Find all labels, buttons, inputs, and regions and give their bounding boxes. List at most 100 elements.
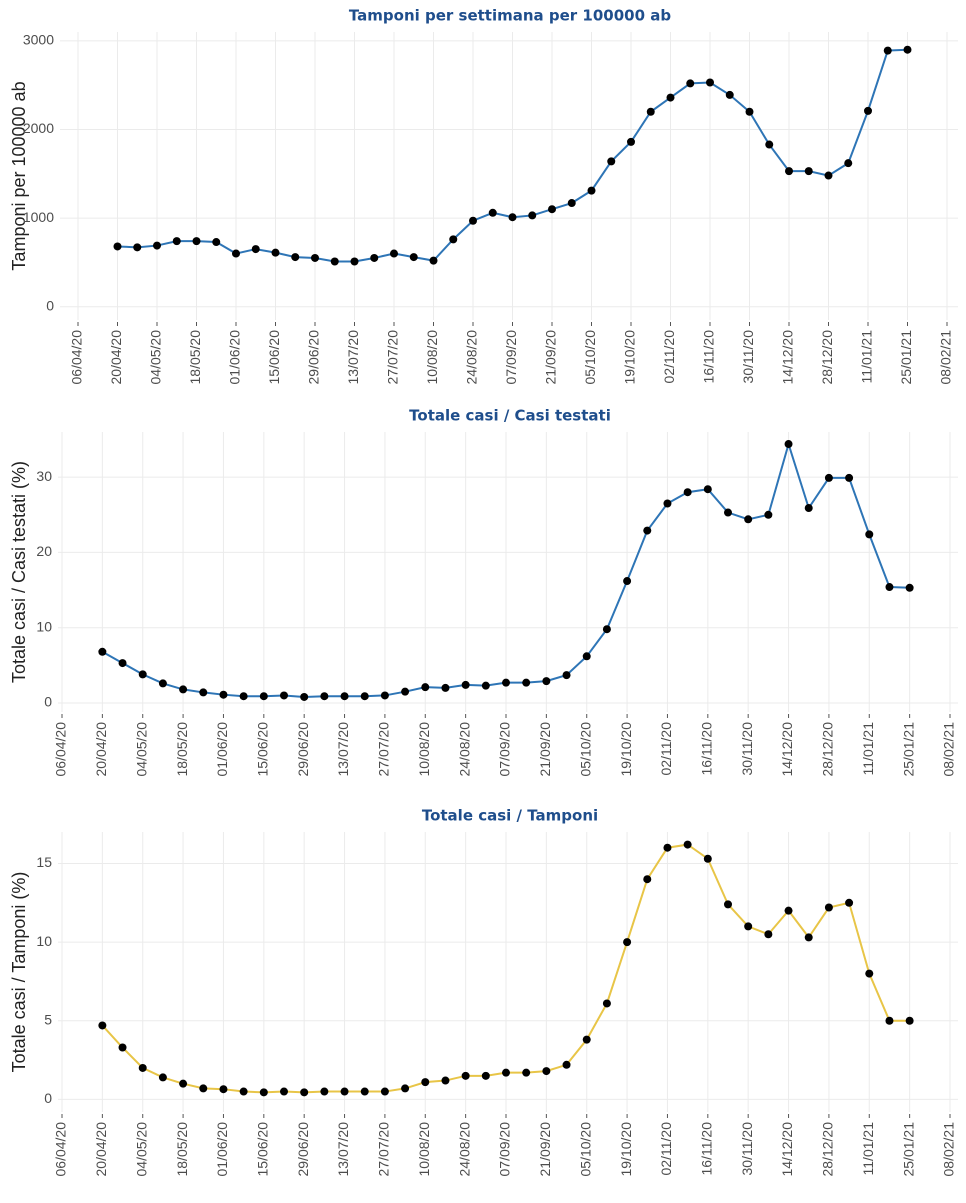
x-tick-label: 16/11/20	[701, 330, 717, 384]
data-point	[98, 647, 107, 656]
x-tick-label: 07/09/20	[503, 330, 519, 385]
data-point	[330, 257, 339, 266]
data-point	[153, 241, 161, 250]
data-point	[663, 843, 672, 852]
x-tick-label: 18/05/20	[187, 330, 203, 385]
data-point	[522, 678, 531, 687]
data-point	[582, 1035, 591, 1044]
data-point	[461, 680, 470, 689]
data-point	[271, 248, 280, 257]
data-point	[508, 213, 517, 222]
data-point	[350, 257, 359, 266]
data-point	[627, 137, 635, 146]
data-point	[602, 625, 611, 634]
y-axis-title: Totale casi / Casi testati (%)	[9, 461, 29, 683]
y-tick-label: 10	[36, 618, 52, 634]
data-point	[239, 692, 248, 701]
data-point	[380, 691, 389, 700]
data-point	[784, 906, 793, 915]
chart-title: Totale casi / Tamponi	[422, 807, 598, 825]
data-point	[158, 679, 167, 688]
data-point	[548, 205, 556, 214]
chart-title: Totale casi / Casi testati	[409, 407, 611, 425]
y-tick-label: 5	[44, 1011, 52, 1027]
x-tick-label: 21/09/20	[543, 330, 559, 385]
x-tick-label: 08/02/21	[941, 722, 957, 777]
data-point	[607, 157, 616, 166]
data-point	[804, 504, 813, 513]
data-point	[118, 659, 127, 668]
y-tick-label: 2000	[23, 120, 54, 136]
x-tick-label: 14/12/20	[779, 722, 795, 777]
data-point	[481, 1071, 490, 1080]
data-point	[785, 167, 793, 176]
data-point	[885, 1016, 894, 1025]
data-point	[449, 235, 458, 244]
x-tick-label: 11/01/21	[860, 722, 876, 776]
data-point	[845, 473, 854, 482]
y-tick-label: 3000	[23, 32, 54, 48]
data-point	[441, 683, 450, 692]
x-tick-label: 01/06/20	[227, 330, 243, 385]
data-point	[646, 107, 655, 116]
x-tick-label: 28/12/20	[820, 722, 836, 777]
data-point	[320, 1087, 329, 1096]
x-tick-label: 30/11/20	[739, 1122, 755, 1176]
y-axis-title: Tamponi per 100000 ab	[9, 81, 29, 270]
x-tick-label: 19/10/20	[622, 330, 638, 385]
data-point	[469, 216, 477, 225]
data-point	[502, 678, 510, 687]
x-tick-label: 01/06/20	[214, 1122, 230, 1177]
data-point	[883, 46, 892, 55]
data-point	[683, 840, 692, 849]
y-tick-label: 10	[36, 933, 52, 949]
data-point	[744, 515, 753, 524]
x-tick-label: 02/11/20	[658, 722, 674, 776]
y-tick-label: 0	[44, 694, 52, 710]
x-tick-label: 14/12/20	[779, 1122, 795, 1177]
data-point	[311, 253, 319, 262]
data-point	[401, 1084, 410, 1093]
data-point	[280, 1087, 288, 1096]
x-tick-label: 16/11/20	[699, 1122, 715, 1176]
x-tick-label: 01/06/20	[214, 722, 230, 777]
data-point	[643, 875, 652, 884]
data-point	[118, 1043, 127, 1052]
x-tick-label: 16/11/20	[699, 722, 715, 776]
data-point	[219, 1085, 228, 1094]
data-point	[602, 999, 611, 1008]
x-tick-label: 27/07/20	[385, 330, 401, 385]
y-tick-label: 15	[36, 854, 52, 870]
x-tick-label: 28/12/20	[819, 330, 835, 385]
x-tick-label: 05/10/20	[582, 330, 598, 385]
x-tick-label: 20/04/20	[93, 722, 109, 777]
x-tick-label: 06/04/20	[53, 722, 69, 777]
x-tick-label: 13/07/20	[345, 330, 361, 385]
data-point	[291, 253, 300, 262]
data-point	[300, 692, 309, 701]
x-tick-label: 20/04/20	[108, 330, 124, 385]
data-point	[703, 854, 712, 863]
data-point	[804, 933, 813, 942]
x-tick-label: 14/12/20	[780, 330, 796, 385]
data-point	[280, 691, 288, 700]
data-point	[259, 692, 268, 701]
data-point	[562, 671, 571, 680]
data-point	[429, 256, 438, 265]
x-tick-label: 13/07/20	[335, 722, 351, 777]
data-point	[158, 1073, 167, 1082]
data-point	[528, 211, 537, 220]
x-tick-label: 08/02/21	[938, 330, 954, 385]
data-point	[199, 1084, 208, 1093]
x-tick-label: 07/09/20	[497, 722, 513, 777]
x-tick-label: 29/06/20	[306, 330, 322, 385]
data-point	[623, 938, 632, 947]
data-point	[239, 1087, 248, 1096]
chart-title: Tamponi per settimana per 100000 ab	[349, 7, 672, 25]
y-axis-title: Totale casi / Tamponi (%)	[9, 872, 29, 1073]
x-tick-label: 13/07/20	[335, 1122, 351, 1177]
x-tick-label: 19/10/20	[618, 1122, 634, 1177]
y-tick-label: 0	[44, 1090, 52, 1106]
data-point	[481, 681, 490, 690]
data-point	[885, 583, 894, 592]
